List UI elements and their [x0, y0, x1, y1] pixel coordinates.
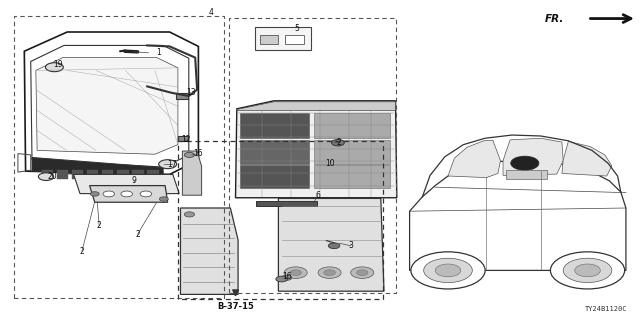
Text: 20: 20 [47, 172, 58, 181]
Text: TY24B1120C: TY24B1120C [585, 306, 627, 312]
Bar [72, 170, 83, 179]
Text: 13: 13 [186, 88, 196, 97]
Circle shape [276, 276, 287, 282]
Circle shape [184, 152, 195, 157]
Circle shape [411, 252, 485, 289]
Polygon shape [182, 151, 202, 195]
Bar [314, 140, 390, 164]
Circle shape [435, 264, 461, 277]
Circle shape [324, 270, 335, 276]
Bar [176, 93, 188, 99]
Circle shape [284, 267, 307, 278]
Text: 4: 4 [209, 8, 214, 17]
Text: 16: 16 [193, 149, 204, 158]
Text: 6: 6 [315, 191, 320, 200]
Text: 5: 5 [294, 24, 300, 33]
Bar [178, 136, 188, 141]
Polygon shape [410, 161, 626, 270]
Bar [314, 165, 390, 188]
Circle shape [103, 191, 115, 197]
Bar [117, 170, 129, 179]
Text: 19: 19 [52, 60, 63, 68]
Circle shape [159, 197, 168, 201]
Circle shape [159, 160, 177, 169]
Circle shape [121, 191, 132, 197]
Text: 10: 10 [325, 159, 335, 168]
Text: 2: 2 [135, 230, 140, 239]
Polygon shape [237, 102, 396, 110]
Text: 9: 9 [132, 176, 137, 185]
Polygon shape [180, 208, 238, 294]
Polygon shape [74, 174, 179, 194]
Circle shape [282, 275, 292, 280]
Bar [240, 140, 309, 164]
Circle shape [90, 192, 99, 196]
Circle shape [328, 243, 340, 249]
Circle shape [511, 156, 539, 170]
Bar [506, 170, 547, 179]
Bar [314, 113, 390, 138]
Text: 2: 2 [337, 138, 342, 147]
Polygon shape [236, 101, 397, 198]
Text: 12: 12 [181, 135, 190, 144]
Polygon shape [562, 141, 612, 176]
Circle shape [318, 267, 341, 278]
Text: 3: 3 [348, 241, 353, 250]
Bar [42, 170, 53, 179]
Bar [57, 170, 68, 179]
Polygon shape [90, 186, 168, 202]
Polygon shape [503, 138, 563, 175]
Circle shape [140, 191, 152, 197]
Circle shape [563, 258, 612, 283]
Circle shape [290, 270, 301, 276]
Bar [132, 170, 143, 179]
Polygon shape [32, 157, 163, 181]
Text: 2: 2 [97, 221, 102, 230]
Circle shape [575, 264, 600, 277]
Text: 16: 16 [282, 272, 292, 281]
Circle shape [550, 252, 625, 289]
Text: 17: 17 [166, 160, 177, 169]
Bar [260, 35, 278, 44]
Bar [87, 170, 99, 179]
Bar [285, 35, 304, 44]
Circle shape [38, 173, 54, 180]
Circle shape [356, 270, 368, 276]
Circle shape [45, 63, 63, 72]
Polygon shape [36, 58, 178, 154]
Polygon shape [448, 140, 500, 178]
Bar [255, 27, 311, 50]
Circle shape [184, 212, 195, 217]
Bar [240, 165, 309, 188]
Bar [147, 170, 159, 179]
Text: FR.: FR. [545, 13, 564, 24]
Circle shape [351, 267, 374, 278]
Bar [256, 201, 317, 206]
Circle shape [424, 258, 472, 283]
Text: 1: 1 [156, 48, 161, 57]
Bar [102, 170, 113, 179]
Text: 2: 2 [79, 247, 84, 256]
Bar [240, 113, 309, 138]
Circle shape [332, 140, 344, 146]
Text: B-37-15: B-37-15 [217, 302, 254, 311]
Polygon shape [278, 198, 384, 291]
